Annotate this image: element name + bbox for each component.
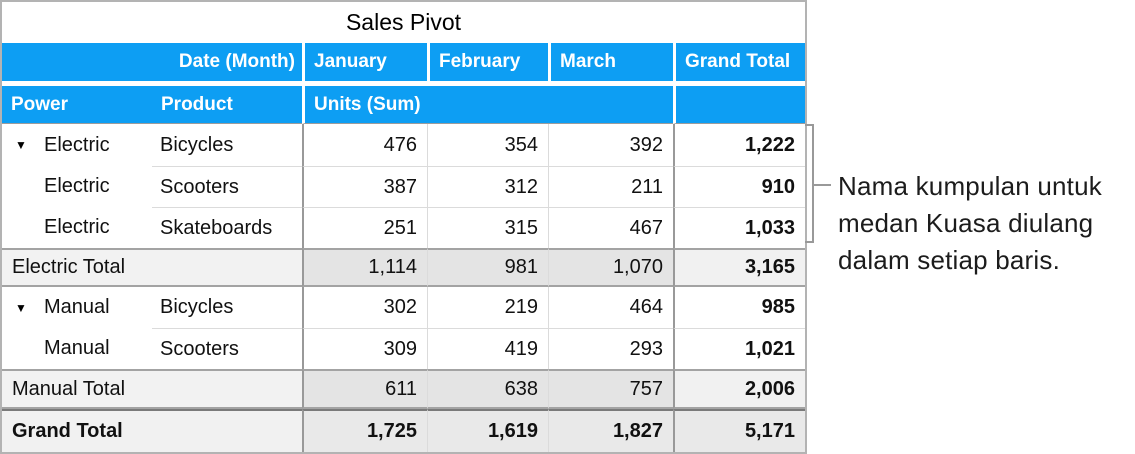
table-title[interactable]: Sales Pivot xyxy=(2,2,805,43)
header-february[interactable]: February xyxy=(427,43,548,81)
power-group-cell[interactable]: ▼ Electric xyxy=(2,124,152,166)
disclosure-triangle-icon[interactable]: ▼ xyxy=(15,300,27,315)
subtotal-month-cell[interactable]: 757 xyxy=(548,369,673,409)
header-grand-total[interactable]: Grand Total xyxy=(673,43,805,81)
grand-total-value-cell[interactable]: 1,033 xyxy=(673,207,805,248)
header-product[interactable]: Product xyxy=(152,86,302,124)
power-group-cell[interactable]: ▼ Manual xyxy=(2,287,152,328)
grand-total-value-cell[interactable]: 985 xyxy=(673,287,805,328)
power-group-label: Electric xyxy=(44,175,110,197)
subtotal-month-cell[interactable]: 981 xyxy=(427,248,548,287)
month-value-cell[interactable]: 315 xyxy=(427,207,548,248)
header-grand-total-spacer[interactable] xyxy=(673,86,805,124)
annotation-bracket-bottom xyxy=(805,241,814,243)
product-cell[interactable]: Scooters xyxy=(152,328,302,369)
month-value-cell[interactable]: 464 xyxy=(548,287,673,328)
grand-total-month-cell[interactable]: 1,827 xyxy=(548,409,673,452)
header-gap xyxy=(2,81,805,86)
month-value-cell[interactable]: 309 xyxy=(302,328,427,369)
power-group-cell[interactable]: Electric xyxy=(2,166,152,207)
month-value-cell[interactable]: 293 xyxy=(548,328,673,369)
grand-total-month-cell[interactable]: 1,619 xyxy=(427,409,548,452)
annotation-text: Nama kumpulan untuk medan Kuasa diulang … xyxy=(838,171,1102,275)
power-group-label: Manual xyxy=(44,296,110,318)
subtotal-label-cell[interactable]: Manual Total xyxy=(2,369,302,409)
subtotal-month-cell[interactable]: 1,070 xyxy=(548,248,673,287)
month-value-cell[interactable]: 251 xyxy=(302,207,427,248)
annotation-bracket-tick xyxy=(814,184,831,186)
grand-total-grand-total-cell[interactable]: 5,171 xyxy=(673,409,805,452)
header-power[interactable]: Power xyxy=(2,86,152,124)
grand-total-value-cell[interactable]: 910 xyxy=(673,166,805,207)
subtotal-month-cell[interactable]: 638 xyxy=(427,369,548,409)
subtotal-month-cell[interactable]: 1,114 xyxy=(302,248,427,287)
power-group-cell[interactable]: Electric xyxy=(2,207,152,248)
header-units-sum[interactable]: Units (Sum) xyxy=(302,86,673,124)
product-cell[interactable]: Scooters xyxy=(152,166,302,207)
product-cell[interactable]: Bicycles xyxy=(152,124,302,166)
product-cell[interactable]: Bicycles xyxy=(152,287,302,328)
power-group-label: Manual xyxy=(44,337,110,359)
product-cell[interactable]: Skateboards xyxy=(152,207,302,248)
subtotal-month-cell[interactable]: 611 xyxy=(302,369,427,409)
subtotal-grand-total-cell[interactable]: 2,006 xyxy=(673,369,805,409)
pivot-table: Sales Pivot Date (Month) January Februar… xyxy=(0,0,807,454)
annotation-bracket-top xyxy=(805,124,814,126)
month-value-cell[interactable]: 419 xyxy=(427,328,548,369)
subtotal-label-cell[interactable]: Electric Total xyxy=(2,248,302,287)
month-value-cell[interactable]: 467 xyxy=(548,207,673,248)
power-group-label: Electric xyxy=(44,133,110,156)
month-value-cell[interactable]: 219 xyxy=(427,287,548,328)
subtotal-grand-total-cell[interactable]: 3,165 xyxy=(673,248,805,287)
header-march[interactable]: March xyxy=(548,43,673,81)
month-value-cell[interactable]: 354 xyxy=(427,124,548,166)
month-value-cell[interactable]: 476 xyxy=(302,124,427,166)
grand-total-value-cell[interactable]: 1,222 xyxy=(673,124,805,166)
header-date-month[interactable]: Date (Month) xyxy=(2,43,302,81)
month-value-cell[interactable]: 392 xyxy=(548,124,673,166)
grand-total-month-cell[interactable]: 1,725 xyxy=(302,409,427,452)
month-value-cell[interactable]: 211 xyxy=(548,166,673,207)
header-january[interactable]: January xyxy=(302,43,427,81)
annotation-bracket-vertical xyxy=(812,124,814,243)
grand-total-label-cell[interactable]: Grand Total xyxy=(2,409,302,452)
power-group-cell[interactable]: Manual xyxy=(2,328,152,369)
month-value-cell[interactable]: 312 xyxy=(427,166,548,207)
month-value-cell[interactable]: 302 xyxy=(302,287,427,328)
month-value-cell[interactable]: 387 xyxy=(302,166,427,207)
disclosure-triangle-icon[interactable]: ▼ xyxy=(15,138,27,152)
grand-total-value-cell[interactable]: 1,021 xyxy=(673,328,805,369)
power-group-label: Electric xyxy=(44,216,110,238)
